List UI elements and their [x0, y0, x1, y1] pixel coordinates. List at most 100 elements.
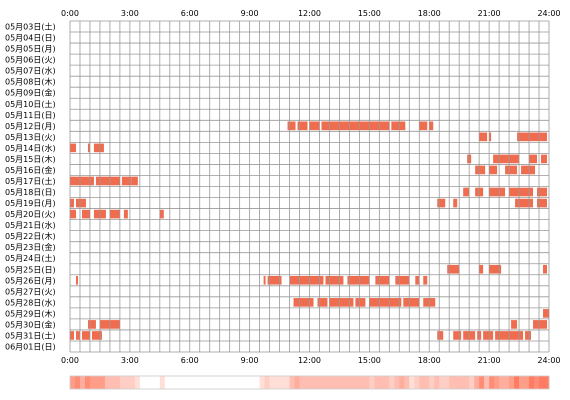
density-cell	[224, 376, 231, 389]
density-cell	[514, 376, 520, 389]
density-cell	[149, 376, 156, 389]
activity-bar	[347, 275, 370, 285]
activity-bar	[529, 154, 538, 164]
activity-bar	[505, 165, 518, 175]
density-cell	[474, 376, 480, 389]
activity-bar	[309, 121, 320, 131]
density-cell	[509, 376, 515, 389]
density-cell	[419, 376, 425, 389]
activity-bar	[489, 187, 506, 197]
x-tick-label-top: 18:00	[418, 9, 441, 18]
row-label: 05月08日(木)	[5, 77, 56, 87]
x-tick-label-top: 3:00	[121, 9, 139, 18]
density-cell	[439, 376, 445, 389]
activity-bar	[391, 121, 406, 131]
activity-bar	[121, 176, 132, 186]
activity-bar	[415, 275, 420, 285]
activity-bar	[517, 132, 548, 142]
density-cell	[239, 376, 246, 389]
activity-bar	[453, 198, 458, 208]
x-tick-label-top: 9:00	[241, 9, 259, 18]
row-label: 05月04日(日)	[5, 34, 56, 43]
density-cell	[504, 376, 510, 389]
density-cell	[70, 376, 76, 389]
density-cell	[484, 376, 490, 389]
activity-bar	[91, 331, 102, 340]
density-cell	[169, 376, 176, 389]
density-cell	[359, 376, 365, 389]
activity-bar	[403, 298, 420, 307]
density-cell	[324, 376, 330, 389]
density-cell	[144, 376, 151, 389]
row-label: 05月03日(土)	[5, 22, 56, 32]
density-cell	[229, 376, 236, 389]
activity-bar	[533, 320, 548, 329]
density-cell	[279, 376, 286, 389]
density-cell	[524, 376, 530, 389]
x-tick-label-bottom: 0:00	[61, 356, 79, 365]
row-label: 05月15日(木)	[5, 154, 56, 164]
activity-bar	[70, 198, 74, 208]
activity-bar	[511, 320, 518, 329]
density-cell	[84, 376, 91, 389]
density-cell	[399, 376, 405, 389]
density-cell	[79, 376, 86, 389]
density-cell	[154, 376, 161, 389]
density-cell	[544, 376, 550, 389]
activity-bar	[87, 143, 90, 153]
density-cell	[404, 376, 410, 389]
x-tick-label-bottom: 21:00	[478, 356, 501, 365]
activity-bar	[70, 176, 94, 186]
density-cell	[354, 376, 360, 389]
x-tick-label-top: 0:00	[61, 9, 79, 18]
activity-bar	[131, 176, 138, 186]
activity-bar	[537, 198, 548, 208]
activity-bar	[75, 198, 86, 208]
density-cell	[199, 376, 206, 389]
row-label: 05月10日(土)	[5, 99, 56, 109]
row-label: 05月25日(日)	[5, 265, 56, 274]
density-cell	[409, 376, 415, 389]
activity-bar	[489, 132, 492, 142]
activity-bar	[325, 275, 344, 285]
density-cell	[319, 376, 325, 389]
activity-bar	[463, 187, 470, 197]
density-cell	[299, 376, 306, 389]
activity-bar	[395, 275, 410, 285]
density-cell	[139, 376, 146, 389]
row-label: 05月11日(日)	[5, 111, 56, 120]
row-label: 06月01日(日)	[5, 342, 56, 351]
activity-bar	[375, 275, 390, 285]
activity-bar	[297, 121, 308, 131]
density-cell	[414, 376, 420, 389]
row-label: 05月28日(水)	[5, 297, 56, 307]
density-cell	[449, 376, 455, 389]
density-cell	[454, 376, 460, 389]
density-cell	[294, 376, 301, 389]
activity-bar	[321, 121, 390, 131]
activity-bar	[447, 264, 460, 274]
activity-bar	[543, 264, 548, 274]
density-cell	[389, 376, 395, 389]
row-label: 05月23日(金)	[5, 242, 56, 252]
density-cell	[364, 376, 370, 389]
activity-bar	[537, 187, 548, 197]
activity-bar	[479, 264, 484, 274]
activity-bar	[329, 298, 354, 307]
density-cell	[74, 376, 81, 389]
row-label: 05月27日(火)	[5, 287, 56, 296]
density-cell	[174, 376, 181, 389]
activity-bar	[109, 209, 120, 219]
density-cell	[214, 376, 221, 389]
activity-bar	[521, 165, 536, 175]
activity-bar	[515, 198, 534, 208]
row-label: 05月13日(火)	[5, 133, 56, 142]
row-label: 05月12日(月)	[5, 122, 56, 131]
activity-bar	[95, 176, 120, 186]
density-cell	[114, 376, 121, 389]
density-cell	[99, 376, 106, 389]
row-label: 05月18日(日)	[5, 188, 56, 197]
activity-bar	[437, 198, 446, 208]
density-cell	[479, 376, 485, 389]
activity-bar	[123, 209, 128, 219]
